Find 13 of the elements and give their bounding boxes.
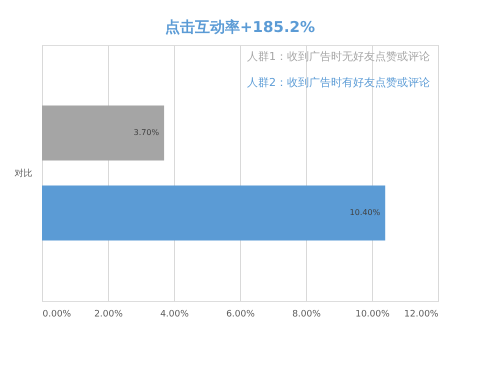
- chart-title: 点击互动率+185.2%: [164, 18, 316, 36]
- x-tick-label: 2.00%: [94, 310, 124, 320]
- x-tick-label: 4.00%: [160, 310, 190, 320]
- x-tick-label: 8.00%: [292, 310, 322, 320]
- x-tick-label: 10.00%: [355, 310, 390, 320]
- y-tick-label: 对比: [14, 168, 32, 179]
- x-tick-label: 6.00%: [226, 310, 256, 320]
- data-label: 10.40%: [350, 208, 381, 218]
- x-tick-label: 12.00%: [404, 310, 439, 320]
- x-tick-label: 0.00%: [42, 310, 72, 320]
- text: 人群2：收到广告时有好友点赞或评论: [247, 76, 430, 89]
- data-label: 3.70%: [134, 128, 160, 137]
- text: 人群1：收到广告时无好友点赞或评论: [247, 50, 430, 63]
